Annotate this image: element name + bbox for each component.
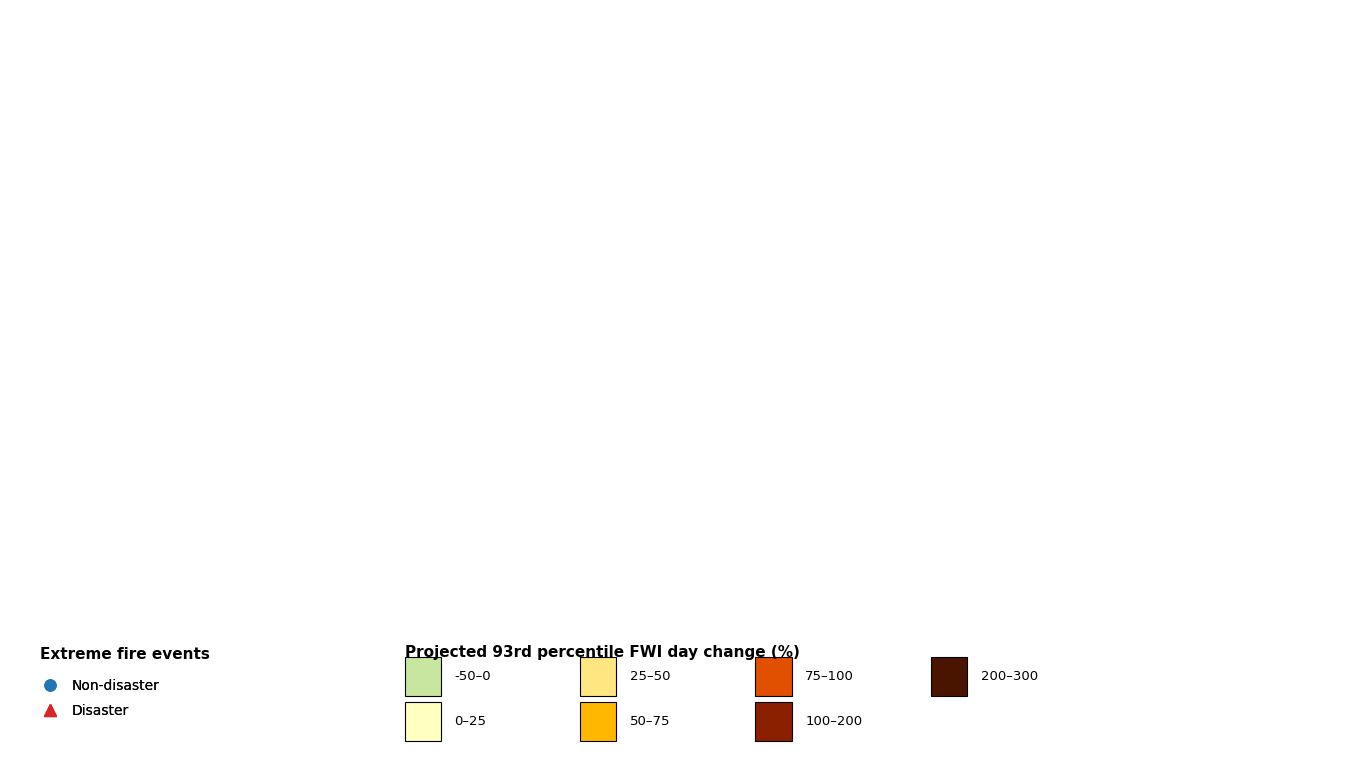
Text: Extreme fire events: Extreme fire events <box>40 647 210 662</box>
Legend: Non-disaster, Disaster: Non-disaster, Disaster <box>34 674 165 724</box>
Text: 75–100: 75–100 <box>805 671 854 684</box>
FancyBboxPatch shape <box>405 658 441 697</box>
FancyBboxPatch shape <box>755 658 792 697</box>
FancyBboxPatch shape <box>580 701 616 740</box>
Text: Projected 93rd percentile FWI day change (%): Projected 93rd percentile FWI day change… <box>405 645 800 659</box>
FancyBboxPatch shape <box>405 701 441 740</box>
Text: 50–75: 50–75 <box>630 714 670 727</box>
FancyBboxPatch shape <box>931 658 967 697</box>
FancyBboxPatch shape <box>580 658 616 697</box>
FancyBboxPatch shape <box>755 701 792 740</box>
Text: 200–300: 200–300 <box>981 671 1037 684</box>
Text: 100–200: 100–200 <box>805 714 862 727</box>
Text: 0–25: 0–25 <box>455 714 487 727</box>
Text: -50–0: -50–0 <box>455 671 491 684</box>
Text: 25–50: 25–50 <box>630 671 670 684</box>
